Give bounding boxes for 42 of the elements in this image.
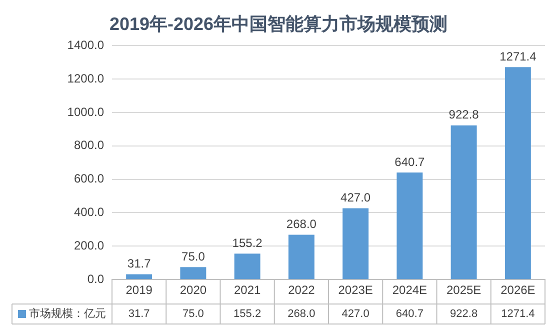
x-tick-label: 2019 [126, 283, 153, 298]
data-label: 922.8 [450, 308, 478, 320]
text: 922.8 [448, 108, 479, 122]
text: 268.0 [286, 217, 316, 232]
y-tick-label: 400.0 [74, 205, 104, 220]
text: 427.0 [340, 190, 371, 205]
x-tick-label: 2024E [392, 283, 428, 298]
y-tick-label: 0.0 [87, 272, 104, 286]
legend-label: 市场规模：亿元 [29, 307, 106, 320]
bar [180, 267, 206, 280]
chart-title: 2019年-2026年中国智能算力市场规模预测 [109, 14, 448, 34]
y-tick-label: 200.0 [74, 238, 104, 252]
bar [396, 172, 423, 280]
text: 1271.4 [500, 49, 536, 64]
bar [342, 208, 369, 280]
data-label: 1271.4 [501, 308, 535, 320]
x-tick-label: 2021 [234, 283, 261, 298]
bar [504, 67, 531, 280]
x-tick-label: 2026E [500, 283, 536, 298]
y-tick-label: 800.0 [74, 138, 104, 152]
bar [126, 274, 152, 280]
y-tick-label: 1400.0 [67, 38, 104, 52]
x-tick-label: 2023E [338, 283, 373, 298]
data-label: 268.0 [288, 308, 316, 320]
data-label: 427.0 [342, 308, 370, 320]
data-label: 155.2 [234, 308, 262, 320]
y-tick-label: 1200.0 [67, 71, 104, 86]
y-tick-label: 1000.0 [67, 104, 104, 119]
bar [450, 125, 477, 280]
bar [288, 234, 314, 280]
text: 155.2 [232, 236, 262, 250]
data-label: 75.0 [182, 308, 204, 320]
text: 640.7 [394, 154, 425, 169]
x-tick-label: 2020 [180, 283, 207, 298]
text: 75.0 [182, 249, 205, 264]
x-tick-label: 2025E [446, 283, 482, 298]
data-label: 31.7 [128, 308, 150, 320]
text: 31.7 [127, 256, 151, 271]
data-label: 640.7 [396, 308, 424, 320]
x-tick-label: 2022 [288, 283, 316, 298]
bar [234, 254, 260, 280]
y-tick-label: 600.0 [74, 172, 104, 186]
